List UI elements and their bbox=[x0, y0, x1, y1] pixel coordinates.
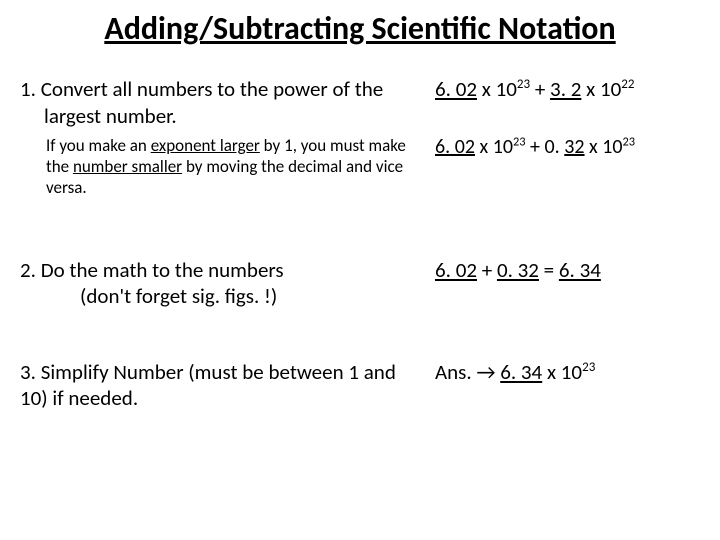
ex2-base2: x 10 bbox=[585, 135, 623, 159]
step1-text: 1. Convert all numbers to the power of t… bbox=[20, 76, 435, 129]
step1-row: 1. Convert all numbers to the power of t… bbox=[20, 76, 700, 129]
step1-example1: 6. 02 x 1023 + 3. 2 x 1022 bbox=[435, 76, 700, 102]
step2-row: 2. Do the math to the numbers (don't for… bbox=[20, 257, 700, 310]
step1-sub-row: If you make an exponent larger by 1, you… bbox=[20, 135, 700, 199]
ex2-exp1: 23 bbox=[513, 134, 526, 149]
s3ans: Ans. bbox=[435, 359, 476, 385]
s1u2: number smaller bbox=[73, 156, 182, 177]
step2-example: 6. 02 + 0. 32 = 6. 34 bbox=[435, 257, 700, 283]
ex2-base1: x 10 bbox=[475, 135, 513, 159]
step2-text: 2. Do the math to the numbers (don't for… bbox=[20, 257, 435, 310]
arrow-icon: → bbox=[476, 359, 495, 385]
step3-row: 3. Simplify Number (must be between 1 an… bbox=[20, 359, 700, 412]
s1a: If you make an bbox=[46, 135, 151, 156]
ex1-base2: x 10 bbox=[581, 76, 621, 102]
step1-num: 1. bbox=[20, 76, 36, 102]
s2ep: + bbox=[477, 257, 497, 283]
s2e3: 6. 34 bbox=[559, 257, 601, 283]
s2e1: 6. 02 bbox=[435, 257, 477, 283]
s1u1: exponent larger bbox=[151, 135, 260, 156]
ex2-coef1: 6. 02 bbox=[435, 135, 475, 159]
s2eq: = bbox=[539, 257, 559, 283]
step1-example2: 6. 02 x 1023 + 0. 32 x 1023 bbox=[435, 135, 700, 159]
step1-sub: If you make an exponent larger by 1, you… bbox=[20, 135, 435, 199]
ex2-exp2: 23 bbox=[623, 134, 636, 149]
step3-text: 3. Simplify Number (must be between 1 an… bbox=[20, 359, 435, 412]
s3e1: 6. 34 bbox=[500, 359, 542, 385]
step1-body: Convert all numbers to the power of the … bbox=[41, 76, 384, 128]
ex1-coef1: 6. 02 bbox=[435, 76, 477, 102]
ex2-plus: + 0. bbox=[526, 135, 565, 159]
s2b: (don't forget sig. figs. !) bbox=[20, 283, 277, 309]
ex1-coef2: 3. 2 bbox=[550, 76, 581, 102]
page-title: Adding/Subtracting Scientific Notation bbox=[20, 10, 700, 48]
ex1-exp1: 23 bbox=[517, 77, 530, 92]
step3-example: Ans. → 6. 34 x 1023 bbox=[435, 359, 700, 385]
s2e2: 0. 32 bbox=[497, 257, 539, 283]
ex1-plus: + bbox=[530, 76, 550, 102]
ex1-exp2: 22 bbox=[621, 77, 634, 92]
s3mid: x 10 bbox=[542, 359, 582, 385]
ex2-coef2: 32 bbox=[564, 135, 584, 159]
s2a: 2. Do the math to the numbers bbox=[20, 257, 284, 283]
ex1-base1: x 10 bbox=[477, 76, 517, 102]
s3exp: 23 bbox=[582, 360, 595, 375]
